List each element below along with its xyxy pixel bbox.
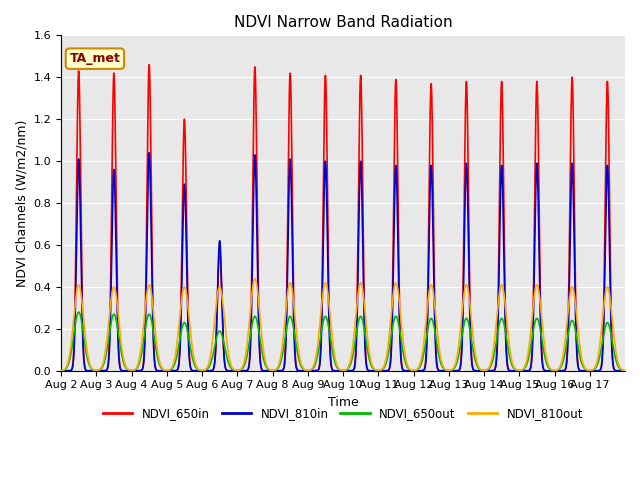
- X-axis label: Time: Time: [328, 396, 358, 409]
- Title: NDVI Narrow Band Radiation: NDVI Narrow Band Radiation: [234, 15, 452, 30]
- Legend: NDVI_650in, NDVI_810in, NDVI_650out, NDVI_810out: NDVI_650in, NDVI_810in, NDVI_650out, NDV…: [98, 403, 588, 425]
- Text: TA_met: TA_met: [70, 52, 120, 65]
- Y-axis label: NDVI Channels (W/m2/nm): NDVI Channels (W/m2/nm): [15, 120, 28, 287]
